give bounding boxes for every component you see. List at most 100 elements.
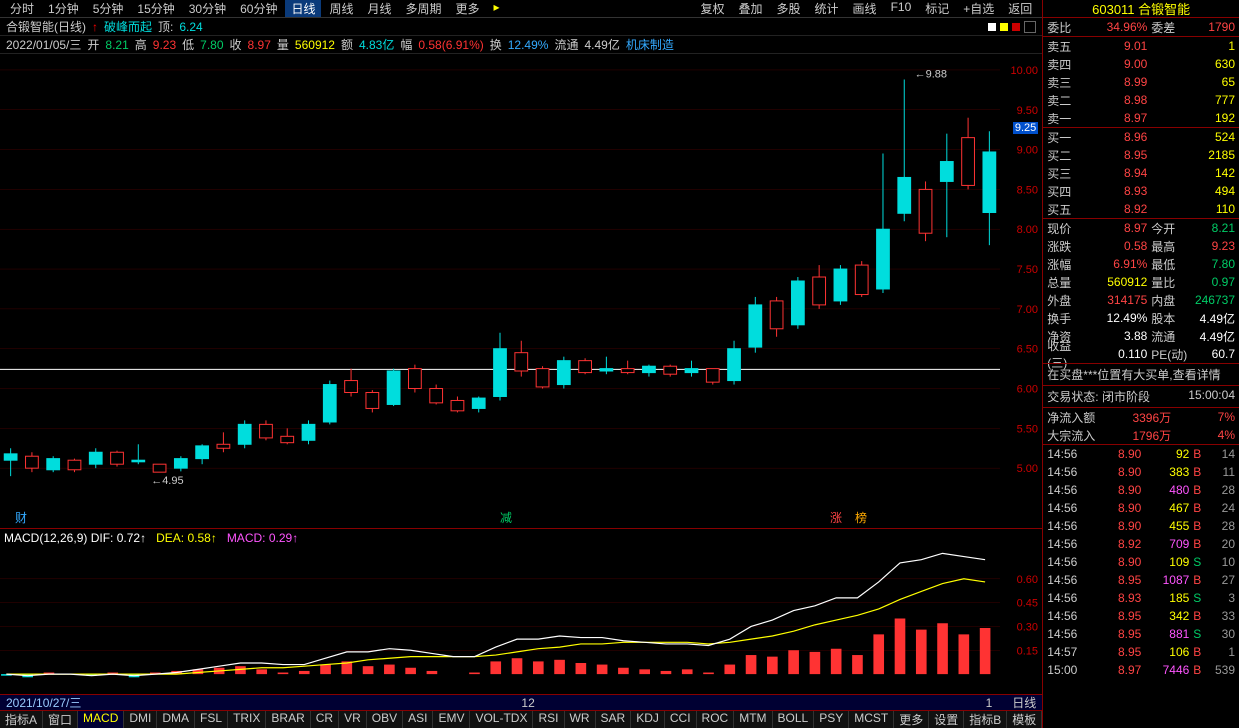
orderbook-row: 卖一8.97192 [1043, 109, 1239, 127]
tab-指标B[interactable]: 指标B [964, 711, 1007, 728]
stat-row: 总量560912量比0.97 [1043, 273, 1239, 291]
more-timeframe-icon[interactable]: ▸ [488, 0, 506, 17]
svg-text:7.00: 7.00 [1017, 304, 1038, 316]
tool-F10[interactable]: F10 [885, 0, 918, 17]
stock-name: 合锻智能(日线) [6, 18, 86, 35]
tab-TRIX[interactable]: TRIX [228, 711, 266, 728]
tab-模板[interactable]: 模板 [1007, 711, 1042, 728]
trade-status: 交易状态: 闭市阶段 15:00:04 [1043, 386, 1239, 408]
timeframe-日线[interactable]: 日线 [285, 0, 321, 17]
svg-text:10.00: 10.00 [1010, 65, 1038, 77]
avg-dots [209, 21, 1037, 33]
tick-row: 14:568.90467B24 [1043, 499, 1239, 517]
tool-画线[interactable]: 画线 [847, 0, 883, 17]
orderbook-row: 买四8.93494 [1043, 182, 1239, 200]
tab-BRAR[interactable]: BRAR [266, 711, 310, 728]
tab-CCI[interactable]: CCI [665, 711, 697, 728]
date-start: 2021/10/27/三 [6, 694, 81, 711]
buy-signal-msg[interactable]: 在买盘***位置有大买单,查看详情 [1043, 363, 1239, 386]
tick-row: 14:568.95881S30 [1043, 625, 1239, 643]
weibi-row: 委比 34.96% 委差 1790 [1043, 18, 1239, 36]
svg-text:5.00: 5.00 [1017, 463, 1038, 475]
trend-arrow-icon: ↑ [92, 20, 98, 34]
date-label: 2022/01/05/三 [6, 36, 81, 53]
tab-CR[interactable]: CR [311, 711, 339, 728]
top-value: 6.24 [179, 20, 202, 34]
tab-VOL-TDX[interactable]: VOL-TDX [470, 711, 533, 728]
tool-复权[interactable]: 复权 [694, 0, 730, 17]
timeframe-5分钟[interactable]: 5分钟 [87, 0, 130, 17]
orderbook-row: 买一8.96524 [1043, 128, 1239, 146]
tool-+自选[interactable]: +自选 [957, 0, 1000, 17]
tab-DMI[interactable]: DMI [124, 711, 157, 728]
timeframe-toolbar: 分时1分钟5分钟15分钟30分钟60分钟日线周线月线多周期更多▸ 复权叠加多股统… [0, 0, 1042, 18]
svg-text:9.00: 9.00 [1017, 145, 1038, 157]
tool-多股[interactable]: 多股 [771, 0, 807, 17]
timeframe-1分钟[interactable]: 1分钟 [42, 0, 85, 17]
tab-PSY[interactable]: PSY [814, 711, 849, 728]
macd-header: MACD(12,26,9) DIF: 0.72↑ DEA: 0.58↑ MACD… [4, 531, 298, 545]
stat-row: 外盘314175内盘246737 [1043, 291, 1239, 309]
svg-text:0.15: 0.15 [1017, 645, 1038, 657]
tab-设置[interactable]: 设置 [929, 711, 964, 728]
orderbook-row: 买五8.92110 [1043, 200, 1239, 218]
tab-指标A[interactable]: 指标A [0, 711, 43, 728]
tab-SAR[interactable]: SAR [596, 711, 632, 728]
vol-value: 560912 [295, 38, 335, 52]
tab-MTM[interactable]: MTM [734, 711, 772, 728]
tab-EMV[interactable]: EMV [433, 711, 470, 728]
tick-row: 14:568.90383B11 [1043, 463, 1239, 481]
tab-ASI[interactable]: ASI [403, 711, 433, 728]
tick-row: 14:568.92709B20 [1043, 535, 1239, 553]
tick-row: 14:568.90109S10 [1043, 553, 1239, 571]
tick-list[interactable]: 14:568.9092B1414:568.90383B1114:568.9048… [1043, 445, 1239, 728]
tab-DMA[interactable]: DMA [157, 711, 195, 728]
tab-FSL[interactable]: FSL [195, 711, 228, 728]
tool-标记[interactable]: 标记 [919, 0, 955, 17]
candlestick-chart[interactable]: 5.005.506.006.507.007.508.008.509.009.50… [0, 54, 1042, 528]
stat-row: 涨幅6.91%最低7.80 [1043, 255, 1239, 273]
tool-统计[interactable]: 统计 [809, 0, 845, 17]
chg-value: 0.58(6.91%) [418, 38, 483, 52]
stock-info-line-1: 合锻智能(日线) ↑ 破峰而起 顶: 6.24 [0, 18, 1042, 36]
amt-value: 4.83亿 [359, 36, 394, 53]
tick-row: 14:568.93185S3 [1043, 589, 1239, 607]
stock-code-title: 603011 合锻智能 [1043, 0, 1239, 18]
date-axis: 2021/10/27/三 12 1 日线 [0, 694, 1042, 710]
tab-KDJ[interactable]: KDJ [631, 711, 665, 728]
timeframe-月线[interactable]: 月线 [362, 0, 398, 17]
timeframe-周线[interactable]: 周线 [323, 0, 359, 17]
tab-窗口[interactable]: 窗口 [43, 711, 78, 728]
tool-叠加[interactable]: 叠加 [733, 0, 769, 17]
tab-BOLL[interactable]: BOLL [773, 711, 815, 728]
tab-WR[interactable]: WR [565, 711, 596, 728]
tab-OBV[interactable]: OBV [367, 711, 403, 728]
tab-RSI[interactable]: RSI [533, 711, 564, 728]
svg-text:9.50: 9.50 [1017, 105, 1038, 117]
timeframe-30分钟[interactable]: 30分钟 [183, 0, 232, 17]
tab-MCST[interactable]: MCST [849, 711, 894, 728]
timeframe-15分钟[interactable]: 15分钟 [131, 0, 180, 17]
top-label: 顶: [158, 18, 173, 35]
tab-VR[interactable]: VR [339, 711, 367, 728]
tool-返回[interactable]: 返回 [1002, 0, 1038, 17]
tab-更多[interactable]: 更多 [894, 711, 929, 728]
orderbook-row: 卖四9.00630 [1043, 55, 1239, 73]
tab-ROC[interactable]: ROC [697, 711, 735, 728]
timeframe-多周期[interactable]: 多周期 [400, 0, 448, 17]
timeframe-分时[interactable]: 分时 [4, 0, 40, 17]
orderbook-row: 卖五9.011 [1043, 37, 1239, 55]
orderbook-row: 卖二8.98777 [1043, 91, 1239, 109]
flow-row: 大宗流入1796万4% [1043, 426, 1239, 444]
timeframe-更多[interactable]: 更多 [450, 0, 486, 17]
low-value: 7.80 [200, 38, 223, 52]
tab-MACD[interactable]: MACD [78, 711, 124, 728]
svg-text:8.00: 8.00 [1017, 224, 1038, 236]
stock-info-line-2: 2022/01/05/三 开8.21 高9.23 低7.80 收8.97 量56… [0, 36, 1042, 54]
note-text: 破峰而起 [104, 18, 152, 35]
macd-chart[interactable]: MACD(12,26,9) DIF: 0.72↑ DEA: 0.58↑ MACD… [0, 528, 1042, 694]
svg-text:6.50: 6.50 [1017, 344, 1038, 356]
timeframe-60分钟[interactable]: 60分钟 [234, 0, 283, 17]
orderbook-row: 买二8.952185 [1043, 146, 1239, 164]
float-value: 4.49亿 [584, 36, 619, 53]
